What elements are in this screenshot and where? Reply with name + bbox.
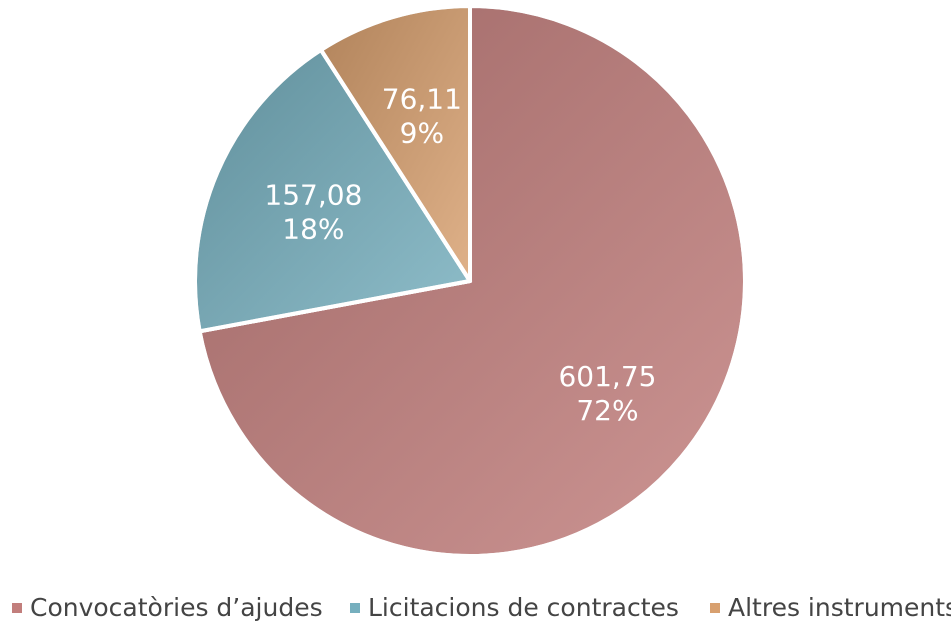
slice-shade bbox=[193, 47, 472, 334]
slice-shade bbox=[318, 4, 472, 283]
percent-label: 9% bbox=[400, 116, 444, 149]
legend-swatch bbox=[350, 603, 360, 613]
legend-label: Licitacions de contractes bbox=[368, 593, 679, 622]
slice-shade bbox=[197, 4, 747, 558]
percent-label: 72% bbox=[576, 394, 638, 427]
legend-label: Convocatòries d’ajudes bbox=[30, 593, 323, 622]
value-label: 157,08 bbox=[264, 179, 362, 212]
legend-swatch bbox=[710, 603, 720, 613]
legend-swatch bbox=[12, 603, 22, 613]
percent-label: 18% bbox=[282, 213, 344, 246]
legend-label: Altres instruments bbox=[728, 593, 951, 622]
value-label: 601,75 bbox=[558, 360, 656, 393]
value-label: 76,11 bbox=[382, 82, 462, 115]
